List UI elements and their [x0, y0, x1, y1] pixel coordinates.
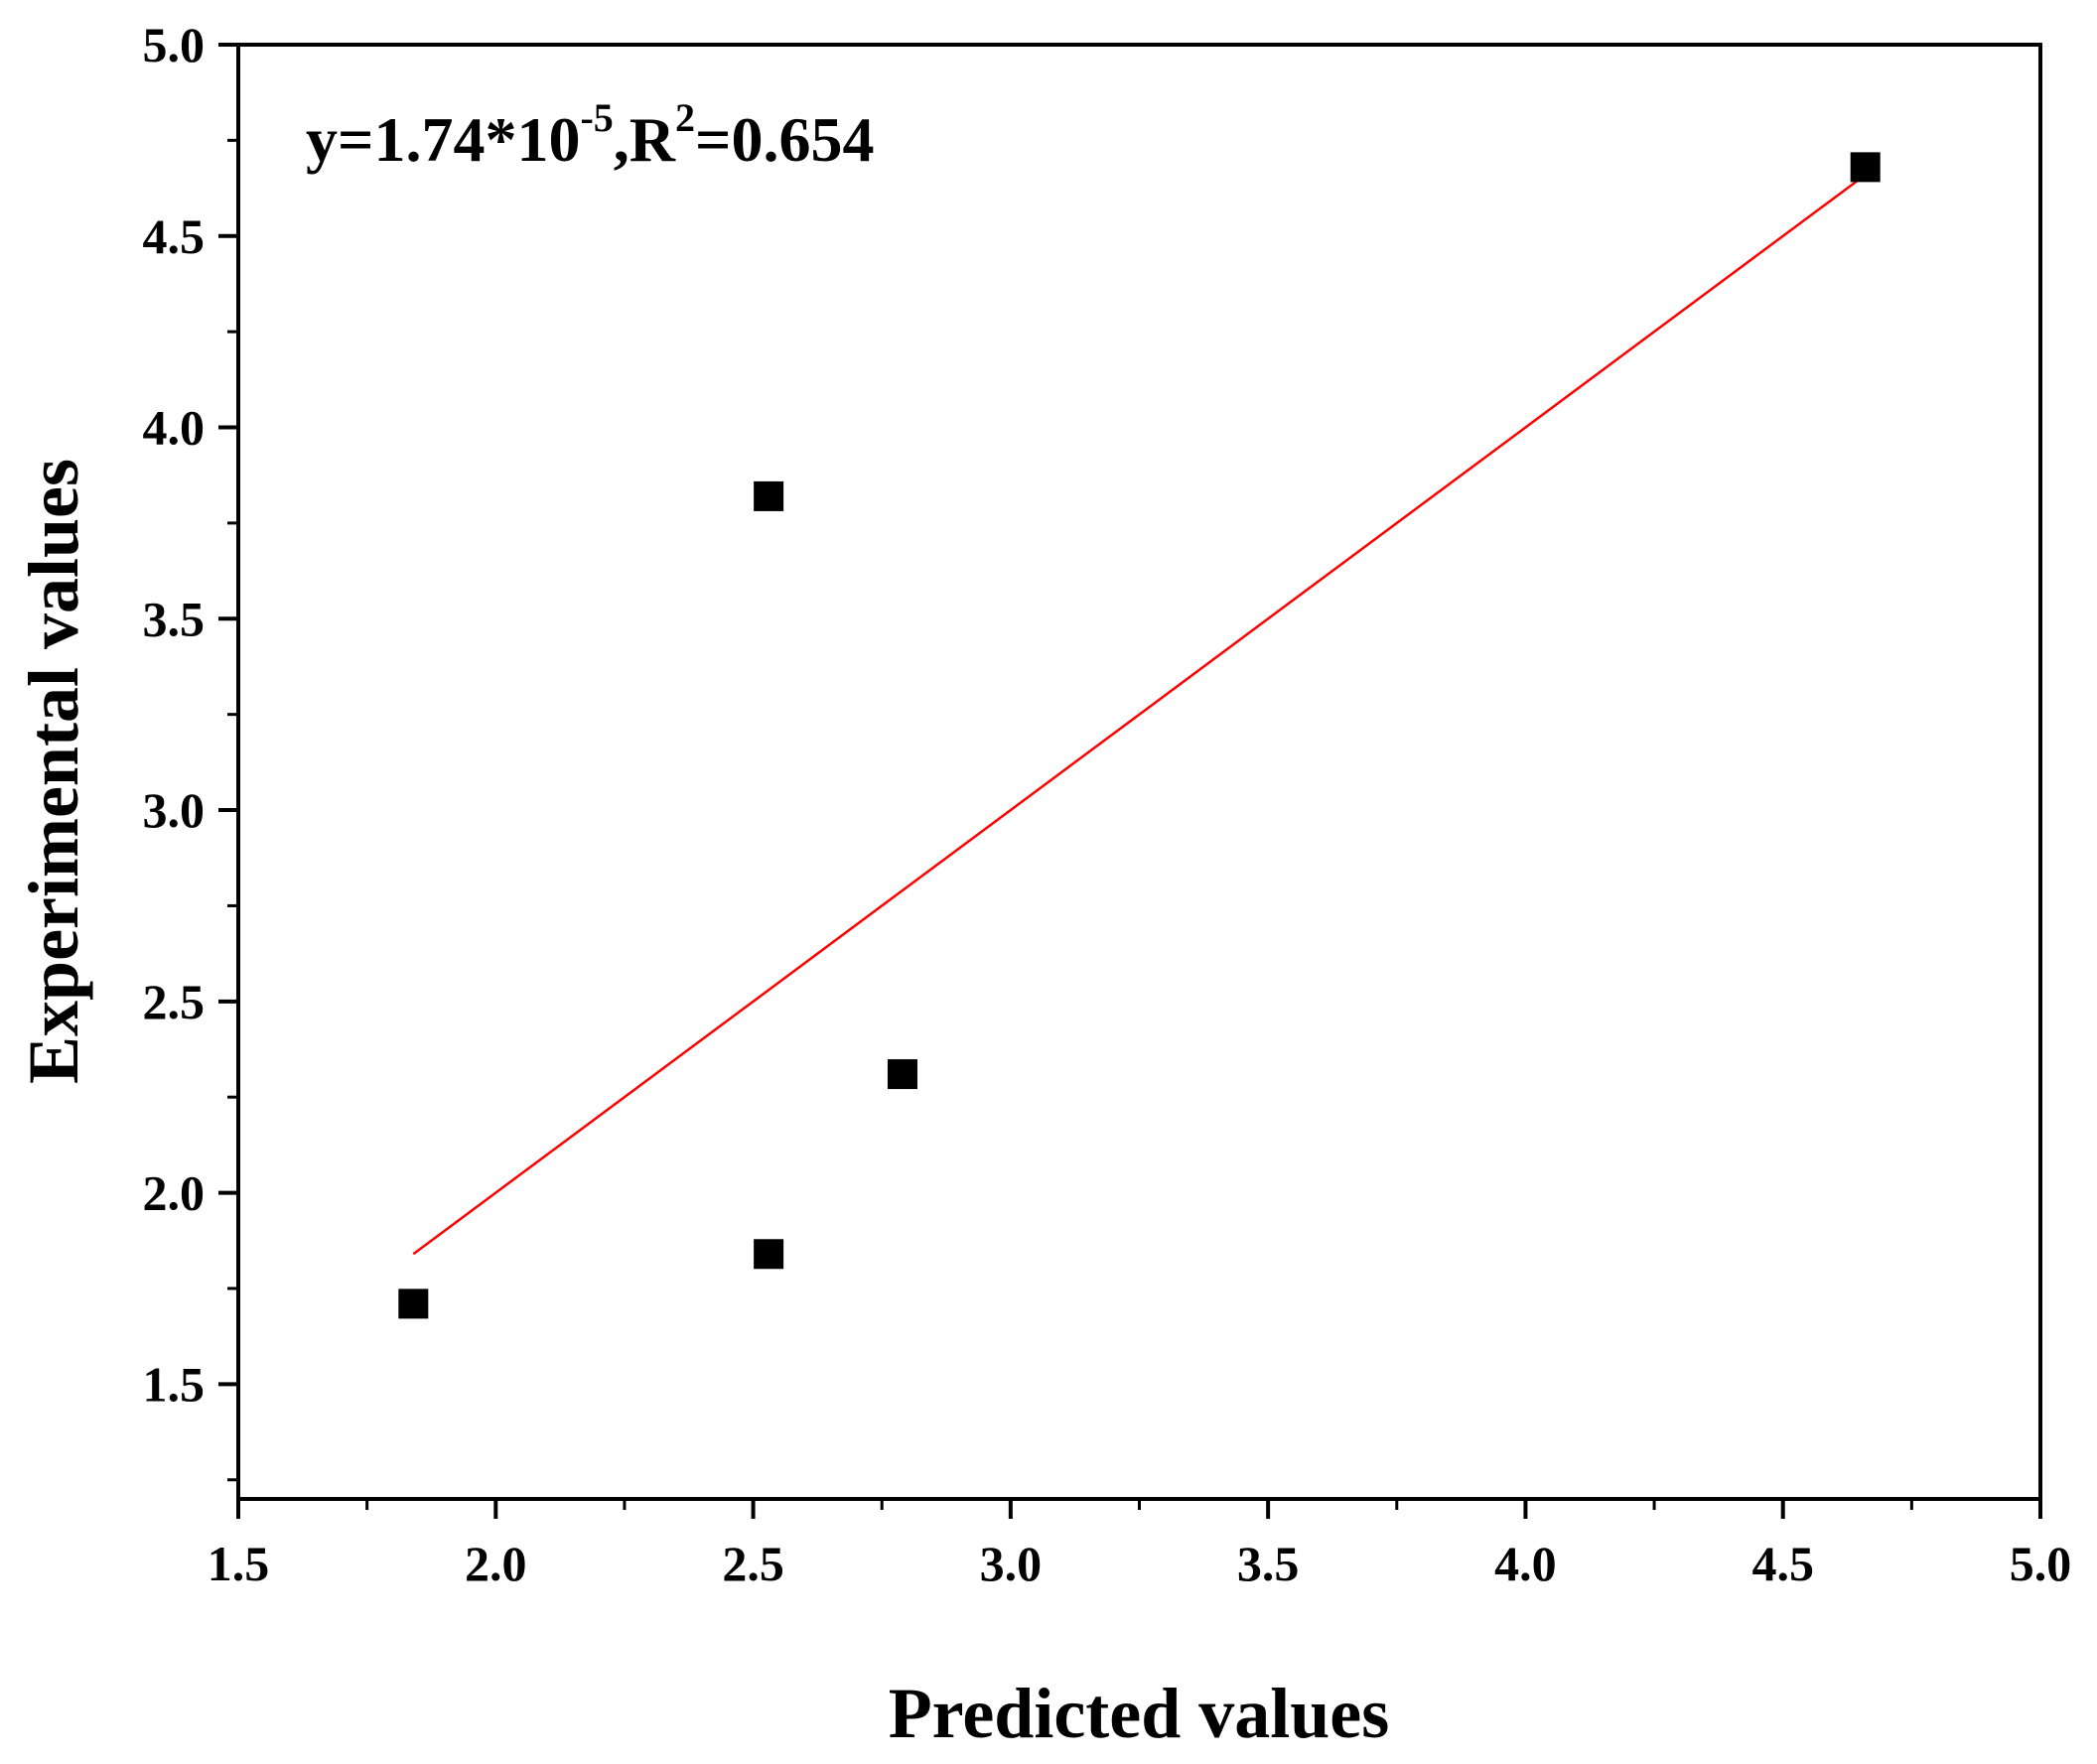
annotation-middle: ,R: [614, 104, 676, 175]
fit-line-group: [412, 174, 1867, 1256]
y-tick-label: 3.5: [143, 591, 206, 646]
annotation-suffix: =0.654: [695, 104, 874, 175]
y-tick-label: 1.5: [143, 1356, 206, 1412]
data-point: [754, 1239, 784, 1270]
x-axis-title: Predicted values: [889, 1674, 1390, 1753]
data-point: [398, 1289, 429, 1319]
y-tick-label: 5.0: [143, 17, 206, 72]
data-points: [398, 152, 1881, 1319]
x-tick-label: 2.0: [465, 1536, 527, 1591]
x-tick-label: 3.0: [980, 1536, 1043, 1591]
y-tick-label: 4.0: [143, 400, 206, 456]
regression-annotation: y=1.74*10-5,R2=0.654: [306, 95, 874, 175]
plot-frame: [236, 43, 2042, 1501]
x-tick-label: 1.5: [208, 1536, 270, 1591]
y-tick-label: 2.0: [143, 1165, 206, 1221]
x-tick-label: 5.0: [2010, 1536, 2072, 1591]
data-point: [754, 480, 784, 511]
x-tick-label: 4.5: [1751, 1536, 1814, 1591]
x-tick-label: 3.5: [1237, 1536, 1300, 1591]
fit-line: [412, 174, 1867, 1256]
data-point: [1850, 152, 1881, 183]
y-tick-label: 4.5: [143, 208, 206, 264]
annotation-exponent: -5: [580, 95, 613, 140]
y-tick-label: 3.0: [143, 782, 206, 838]
annotation-r-exponent: 2: [675, 95, 695, 140]
annotation-prefix: y=1.74*10: [306, 104, 580, 175]
x-tick-label: 4.0: [1494, 1536, 1557, 1591]
y-tick-label: 2.5: [143, 974, 206, 1029]
x-tick-label: 2.5: [722, 1536, 784, 1591]
y-axis-title: Experimental values: [14, 459, 93, 1084]
axis-ticks: 1.5 2.0 2.5 3.0 3.5 4.0 4.5 5.0 1.5 2.0 2.5 3.0 3.5 4…: [143, 17, 2072, 1591]
data-point: [887, 1059, 917, 1090]
